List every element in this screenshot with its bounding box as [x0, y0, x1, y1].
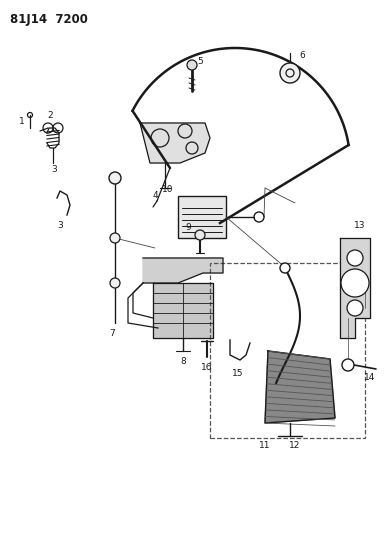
Circle shape [280, 63, 300, 83]
Circle shape [187, 60, 197, 70]
Bar [210, 263, 365, 438]
Circle shape [110, 233, 120, 243]
Text: 8: 8 [180, 357, 186, 366]
Polygon shape [265, 351, 335, 423]
Text: 13: 13 [354, 222, 366, 230]
Circle shape [341, 269, 369, 297]
Circle shape [110, 278, 120, 288]
Text: 7: 7 [109, 328, 115, 337]
Circle shape [347, 250, 363, 266]
Polygon shape [340, 238, 370, 338]
Text: 4: 4 [152, 190, 158, 199]
Polygon shape [140, 123, 210, 163]
Circle shape [347, 300, 363, 316]
Text: 10: 10 [162, 185, 174, 195]
Polygon shape [153, 283, 213, 338]
Text: 11: 11 [259, 441, 271, 450]
Text: 16: 16 [201, 362, 213, 372]
Text: 5: 5 [197, 56, 203, 66]
Text: 6: 6 [299, 51, 305, 60]
Text: 3: 3 [57, 221, 63, 230]
Text: 81J14  7200: 81J14 7200 [10, 13, 88, 26]
Text: 9: 9 [185, 222, 191, 231]
Text: 12: 12 [289, 441, 301, 450]
Text: 3: 3 [51, 166, 57, 174]
Polygon shape [143, 258, 223, 283]
Text: 15: 15 [232, 368, 244, 377]
Circle shape [342, 359, 354, 371]
Circle shape [109, 172, 121, 184]
Circle shape [280, 263, 290, 273]
Text: 14: 14 [364, 373, 376, 382]
Circle shape [195, 230, 205, 240]
Text: 1: 1 [19, 117, 25, 125]
Bar [178, 196, 226, 238]
Text: 2: 2 [47, 111, 53, 120]
